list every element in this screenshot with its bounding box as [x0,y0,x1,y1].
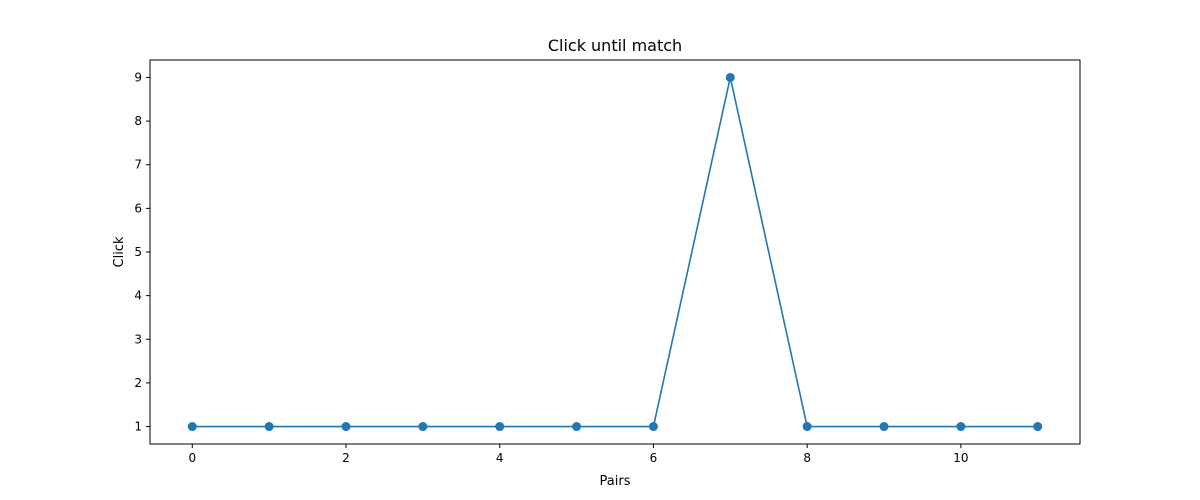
y-tick-label: 8 [134,114,142,128]
x-tick-label: 6 [650,451,658,465]
data-point [1033,422,1043,432]
y-tick-label: 7 [134,158,142,172]
y-tick-label: 6 [134,201,142,215]
y-tick-label: 5 [134,245,142,259]
y-tick-label: 9 [134,70,142,84]
y-tick-label: 1 [134,420,142,434]
x-axis-ticks: 0 2 4 6 8 10 [188,444,969,465]
data-point [495,422,505,432]
x-tick-label: 0 [188,451,196,465]
y-tick-label: 4 [134,289,142,303]
data-point [802,422,812,432]
data-point [879,422,889,432]
data-point [187,422,197,432]
data-point [572,422,582,432]
data-point [341,422,351,432]
chart-title: Click until match [548,36,682,55]
x-tick-label: 2 [342,451,350,465]
y-axis-ticks: 1 2 3 4 5 6 7 8 9 [134,70,150,434]
x-tick-label: 10 [953,451,968,465]
data-point [264,422,274,432]
y-tick-label: 2 [134,376,142,390]
x-axis-label: Pairs [600,474,631,489]
plot-area-frame [149,59,1081,445]
series-line [192,77,1038,428]
x-tick-label: 4 [496,451,504,465]
data-point [418,422,428,432]
data-point [956,422,966,432]
data-point [725,72,735,82]
series-group [187,72,1043,432]
y-axis-label: Click [112,236,127,267]
x-tick-label: 8 [803,451,811,465]
data-point [648,422,658,432]
y-tick-label: 3 [134,332,142,346]
